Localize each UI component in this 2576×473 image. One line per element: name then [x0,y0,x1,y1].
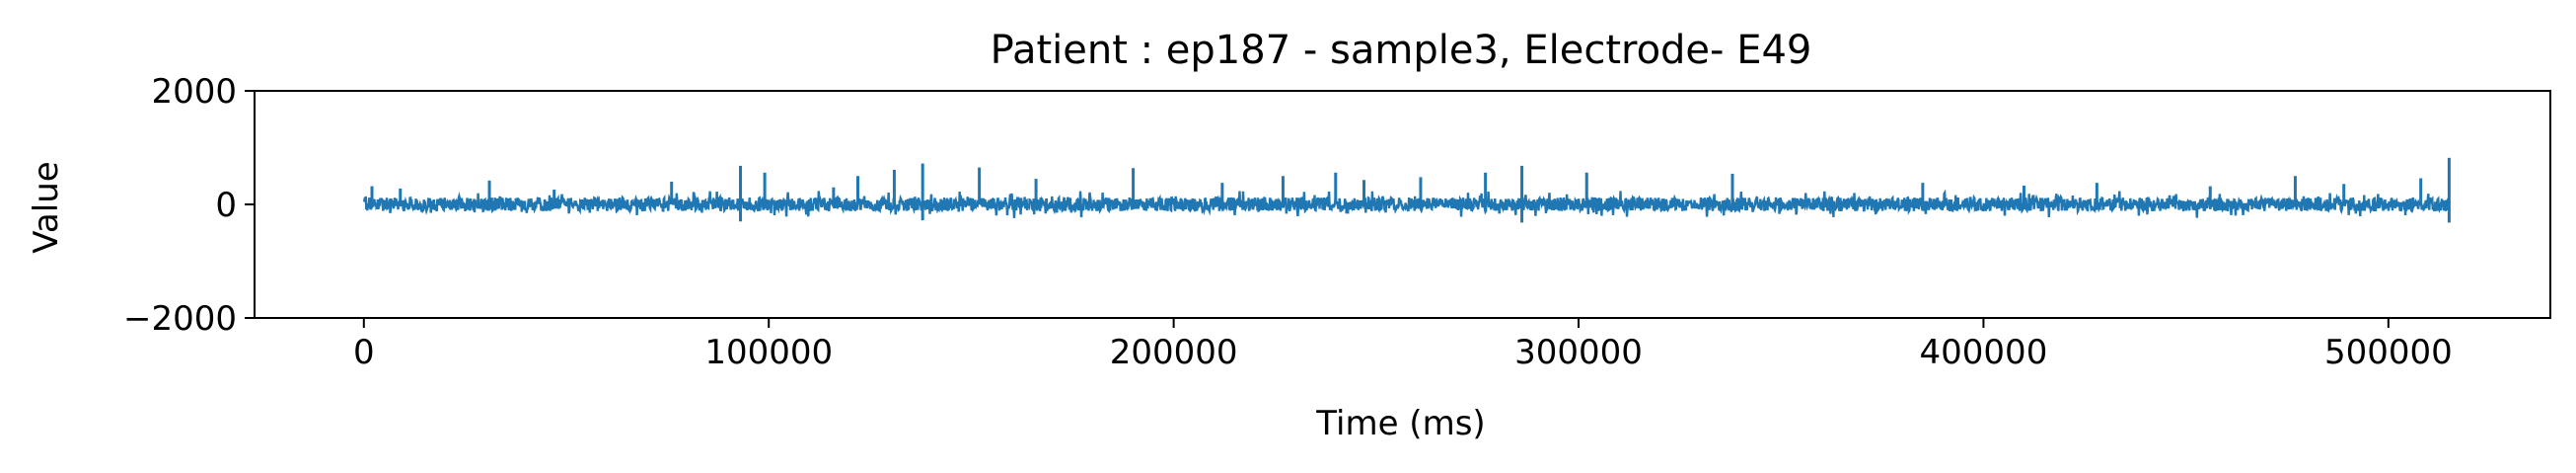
x-axis-label: Time (ms) [1315,404,1485,443]
y-tick-label: −2000 [123,299,237,339]
plot-area [362,157,2451,223]
x-axis: 0 100000 200000 300000 400000 500000 [353,318,2453,372]
plot-frame [254,90,2551,319]
signal-trace [362,189,2451,218]
x-tick-label: 100000 [704,333,833,372]
y-tick-label: 0 [215,186,237,225]
x-tick-label: 500000 [2324,333,2453,372]
x-tick-label: 0 [353,333,375,372]
x-tick-label: 200000 [1110,333,1238,372]
y-axis-label: Value [27,161,66,253]
y-axis: −2000 0 2000 [123,72,255,339]
x-tick-label: 400000 [1920,333,2048,372]
y-tick-label: 2000 [151,72,237,112]
x-tick-label: 300000 [1514,333,1643,372]
chart-title: Patient : ep187 - sample3, Electrode- E4… [991,28,1812,73]
